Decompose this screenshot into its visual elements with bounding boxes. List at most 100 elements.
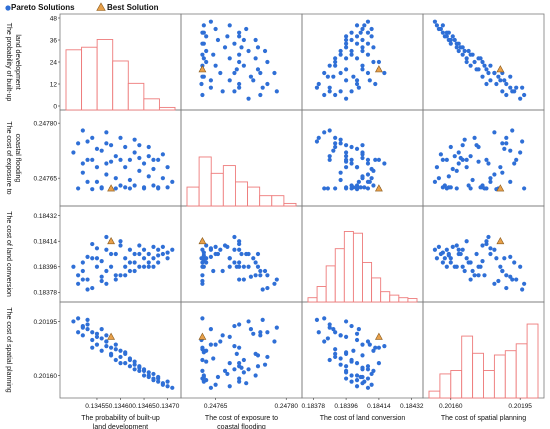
pareto-point-r1-c0-7 xyxy=(90,187,95,192)
pareto-point-r3-c0-59 xyxy=(160,381,165,386)
pareto-point-r2-c3-4 xyxy=(508,254,513,259)
pareto-point-r0-c1-32 xyxy=(241,37,246,43)
pareto-point-r0-c1-22 xyxy=(201,56,206,61)
pareto-point-r3-c1-14 xyxy=(258,333,263,338)
pareto-point-r2-c0-21 xyxy=(123,256,128,261)
pareto-point-r1-c0-31 xyxy=(146,174,151,179)
pareto-point-r0-c2-8 xyxy=(316,81,321,87)
pareto-point-r1-c0-24 xyxy=(127,177,133,183)
pareto-point-r1-c2-51 xyxy=(338,137,343,142)
pareto-point-r2-c1-5 xyxy=(220,268,225,274)
pareto-point-r3-c2-40 xyxy=(365,385,371,390)
pareto-point-r2-c0-17 xyxy=(113,251,118,257)
pareto-point-r2-c0-23 xyxy=(127,247,133,252)
pareto-point-r0-c3-23 xyxy=(460,52,465,57)
pareto-point-r3-c2-45 xyxy=(349,357,354,363)
pareto-point-r2-c0-27 xyxy=(137,243,142,248)
histogram-bar-2-9 xyxy=(283,202,297,207)
pareto-point-r0-c2-40 xyxy=(365,19,371,24)
pareto-point-r0-c2-10 xyxy=(367,78,372,83)
pareto-point-r3-c1-54 xyxy=(251,331,256,336)
pareto-point-r0-c1-53 xyxy=(274,89,279,94)
pareto-point-r2-c0-42 xyxy=(85,287,90,292)
pareto-point-r0-c1-1 xyxy=(246,96,251,101)
pareto-point-r0-c1-13 xyxy=(218,70,223,76)
histogram-bar-3-5 xyxy=(343,231,354,303)
pareto-point-r1-c2-49 xyxy=(322,130,327,135)
pareto-point-r0-c2-58 xyxy=(343,34,349,39)
histogram-bar-1-7 xyxy=(158,106,176,111)
pareto-point-r2-c3-42 xyxy=(520,287,525,292)
pareto-point-r2-c1-31 xyxy=(215,251,221,257)
pareto-point-r2-c3-48 xyxy=(484,241,489,247)
pareto-point-r1-c2-33 xyxy=(354,183,360,188)
pareto-point-r1-c0-20 xyxy=(118,135,123,140)
histogram-bar-1-5 xyxy=(127,82,145,111)
pareto-point-r3-c0-29 xyxy=(141,373,147,378)
pareto-point-r0-c3-6 xyxy=(514,85,519,90)
pareto-point-r2-c1-14 xyxy=(258,268,263,274)
legend-best-marker xyxy=(96,2,106,11)
pareto-point-r3-c2-2 xyxy=(349,323,354,329)
pareto-point-r1-c2-1 xyxy=(343,150,349,155)
pareto-point-r2-c3-23 xyxy=(460,247,465,252)
pareto-point-r0-c3-15 xyxy=(484,67,489,72)
pareto-point-r1-c2-31 xyxy=(360,174,365,179)
pareto-point-r2-c1-32 xyxy=(241,264,246,269)
pareto-point-r3-c0-5 xyxy=(80,333,85,338)
x-tick-label-c3-3: 0.18414 xyxy=(367,403,391,410)
pareto-point-r1-c2-28 xyxy=(343,143,349,148)
pareto-point-r2-c1-37 xyxy=(213,244,218,250)
pareto-point-r0-c3-19 xyxy=(480,59,485,65)
pareto-point-r2-c0-38 xyxy=(165,256,170,261)
best-solution-marker-r1-c0 xyxy=(107,184,115,192)
pareto-point-r3-c2-43 xyxy=(325,336,330,341)
pareto-point-r3-c0-54 xyxy=(94,331,100,336)
pareto-point-r0-c3-5 xyxy=(500,89,505,94)
y-tick-label-r3-3: 0.18414 xyxy=(34,239,58,246)
histogram-bar-3-4 xyxy=(334,248,345,303)
pareto-point-r2-c1-3 xyxy=(258,273,263,278)
pareto-point-r2-c1-44 xyxy=(200,273,205,278)
histogram-bar-1-1 xyxy=(65,49,83,111)
pareto-point-r2-c0-20 xyxy=(118,273,123,278)
pareto-point-r0-c3-11 xyxy=(508,74,513,79)
best-solution-marker-r3-c1 xyxy=(198,332,207,340)
pareto-point-r0-c2-17 xyxy=(360,63,365,68)
pareto-point-r1-c0-16 xyxy=(108,159,114,164)
pareto-point-r3-c1-40 xyxy=(208,385,213,390)
pareto-point-r3-c0-47 xyxy=(156,376,161,381)
pareto-point-r3-c0-48 xyxy=(90,345,95,350)
pareto-point-r3-c0-21 xyxy=(123,361,128,366)
pareto-point-r3-c0-11 xyxy=(99,327,104,332)
pareto-point-r3-c2-28 xyxy=(343,364,349,369)
pareto-point-r3-c0-52 xyxy=(146,373,151,378)
best-solution-marker-r2-c0 xyxy=(107,237,115,245)
legend-pareto-label: Pareto Solutions xyxy=(11,3,75,12)
pareto-point-r3-c1-27 xyxy=(222,368,228,373)
pareto-point-r1-c3-5 xyxy=(500,170,505,175)
pareto-point-r2-c3-6 xyxy=(514,277,519,282)
pareto-point-r0-c1-57 xyxy=(239,45,244,50)
pareto-point-r0-c3-53 xyxy=(510,89,515,94)
pareto-point-r1-c3-41 xyxy=(522,186,527,191)
pareto-point-r1-c2-42 xyxy=(314,139,320,144)
pareto-point-r2-c3-8 xyxy=(504,285,509,291)
pareto-point-r0-c1-2 xyxy=(232,89,237,94)
pareto-point-r3-c2-10 xyxy=(367,342,372,347)
pareto-point-r2-c3-27 xyxy=(454,243,459,248)
pareto-point-r1-c3-27 xyxy=(454,168,459,173)
pareto-point-r3-c2-47 xyxy=(365,376,371,381)
pareto-point-r3-c0-50 xyxy=(118,361,123,366)
pareto-point-r2-c3-57 xyxy=(458,251,463,257)
pareto-point-r0-c1-5 xyxy=(220,89,225,94)
pareto-point-r1-c0-34 xyxy=(151,166,156,172)
pareto-point-r2-c3-56 xyxy=(476,273,481,278)
pareto-point-r0-c3-38 xyxy=(434,23,440,28)
pareto-point-r2-c3-14 xyxy=(500,268,505,274)
pareto-point-r0-c2-59 xyxy=(360,26,365,32)
pareto-point-r3-c1-47 xyxy=(200,376,205,381)
pareto-point-r0-c1-3 xyxy=(258,92,263,98)
pareto-point-r1-c0-56 xyxy=(123,144,128,150)
